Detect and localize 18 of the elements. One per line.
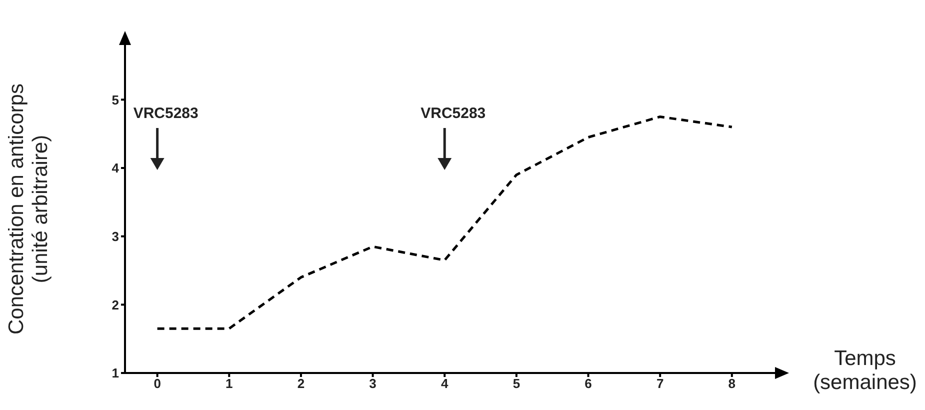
x-tick-label: 8 [728, 376, 736, 392]
annotation: VRC5283 [420, 105, 486, 122]
y-tick-label: 3 [112, 228, 119, 244]
y-axis-title: Concentration en anticorps (unité arbitraire) [5, 84, 52, 334]
x-tick-label: 1 [226, 376, 233, 392]
y-tick-label: 1 [112, 366, 119, 381]
x-tick-label: 7 [656, 376, 664, 392]
x-tick-label: 3 [369, 376, 376, 392]
x-axis-title: Temps (semaines) [813, 347, 917, 394]
y-tick-label: 5 [112, 92, 119, 108]
annotation: VRC5283 [133, 105, 198, 122]
x-tick-label: 5 [512, 376, 520, 392]
y-tick-label: 2 [112, 297, 119, 312]
x-tick-label: 6 [584, 376, 592, 392]
x-tick-label: 0 [154, 376, 161, 392]
x-tick-label: 4 [440, 376, 449, 392]
y-tick-label: 4 [112, 160, 120, 176]
x-tick-label: 2 [297, 376, 305, 392]
